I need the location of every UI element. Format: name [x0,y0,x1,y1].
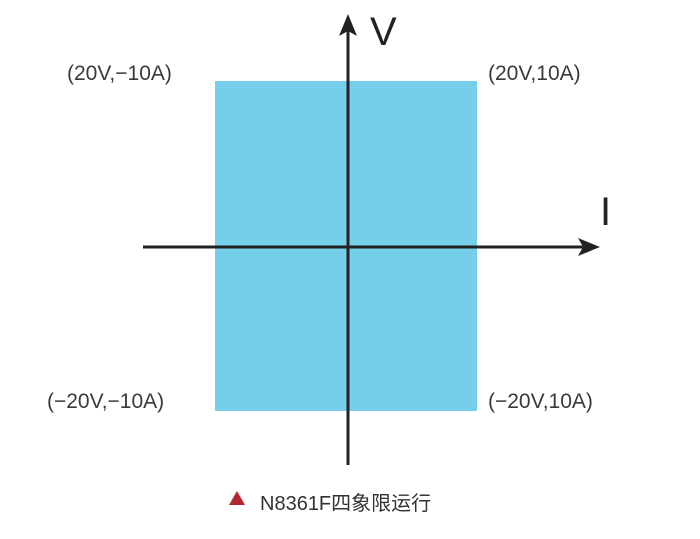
vertical-axis-arrow-icon [339,14,357,36]
caption: N8361F四象限运行 [260,493,432,515]
axis-label-i: I [600,190,612,234]
corner-label-top-left: (20V,−10A) [67,62,172,85]
axis-label-v: V [370,10,397,54]
horizontal-axis-arrow-icon [578,238,600,256]
corner-label-bottom-right: (−20V,10A) [488,390,593,413]
caption-triangle-icon [229,491,245,505]
corner-label-top-right: (20V,10A) [488,62,581,85]
corner-label-bottom-left: (−20V,−10A) [47,390,165,413]
